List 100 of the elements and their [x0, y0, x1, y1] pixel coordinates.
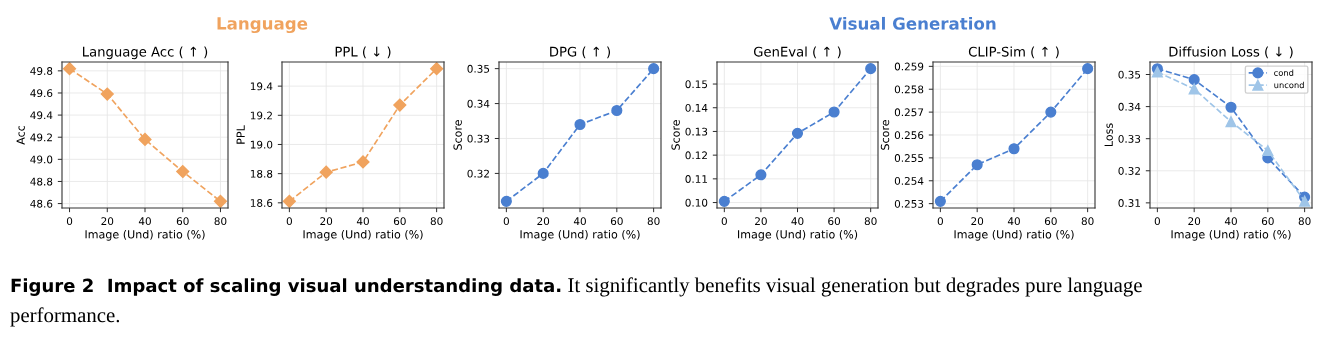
x-tick-label: 80	[864, 217, 877, 226]
point	[648, 63, 660, 75]
y-tick-label: 0.256	[894, 131, 924, 140]
y-tick-label: 0.259	[894, 62, 924, 71]
y-tick-label: 0.253	[894, 199, 924, 208]
caption: Figure 2 Impact of scaling visual understanding data.	[11, 278, 561, 296]
x-tick-label: 40	[356, 217, 369, 226]
x-tick-label: 80	[1081, 217, 1094, 226]
point	[282, 194, 296, 208]
y-tick-label: 18.8	[250, 169, 273, 178]
point	[393, 98, 407, 112]
point	[537, 167, 549, 179]
x-axis-title: Image (Und) ratio (%)	[85, 229, 205, 241]
point	[1188, 83, 1200, 95]
y-tick-label: 0.34	[467, 99, 490, 108]
text: It significantly benefits visual generation but degrades pure language	[568, 277, 1142, 297]
x-tick-label: 0	[286, 217, 292, 226]
point	[176, 164, 190, 179]
point	[138, 132, 152, 147]
y-tick-label: 19.0	[250, 140, 273, 149]
x-tick-label: 20	[320, 217, 333, 226]
x-tick-label: 40	[791, 217, 804, 226]
x-tick-label: 80	[214, 217, 227, 226]
x-tick-label: 60	[1261, 217, 1274, 226]
x-tick-label: 20	[1188, 217, 1201, 226]
text: performance.	[10, 307, 120, 327]
x-tick-label: 40	[1224, 217, 1237, 226]
x-axis-title: Image (Und) ratio (%)	[954, 229, 1074, 241]
y-tick-label: 0.34	[1118, 102, 1141, 111]
chart-title: PPL ( ↓ )	[335, 46, 391, 59]
x-tick-label: 60	[828, 217, 841, 226]
x-tick-label: 40	[1007, 217, 1020, 226]
x-axis-title: Image (Und) ratio (%)	[1171, 229, 1291, 241]
x-tick-label: 80	[647, 217, 660, 226]
point	[1225, 116, 1237, 128]
point	[62, 62, 77, 76]
x-tick-label: 0	[66, 217, 73, 226]
point	[718, 195, 730, 207]
y-tick-label: 19.2	[250, 111, 272, 120]
y-tick-label: 0.11	[685, 175, 708, 183]
y-axis-title: Score	[880, 120, 890, 150]
x-tick-label: 20	[537, 217, 550, 226]
point	[1188, 74, 1200, 86]
chart-title: DPG ( ↑ )	[550, 46, 610, 59]
y-axis-title: Score	[453, 120, 462, 150]
y-tick-label: 48.6	[30, 199, 53, 208]
y-tick-label: 0.31	[1118, 199, 1141, 207]
point	[971, 159, 983, 171]
x-tick-label: 0	[1154, 217, 1160, 226]
point	[611, 104, 623, 117]
y-tick-label: 0.32	[467, 169, 489, 178]
x-tick-label: 40	[573, 217, 586, 226]
x-tick-label: 20	[755, 217, 767, 226]
y-axis-title: Score	[671, 120, 680, 150]
y-tick-label: 0.258	[894, 85, 924, 94]
y-tick-label: 49.2	[30, 133, 52, 142]
y-tick-label: 49.0	[30, 155, 53, 164]
x-tick-label: 60	[176, 217, 189, 226]
x-axis-title: Image (Und) ratio (%)	[738, 229, 858, 241]
x-tick-label: 20	[101, 217, 114, 226]
y-tick-label: 0.32	[1118, 167, 1140, 175]
point	[213, 194, 228, 208]
y-tick-label: 19.4	[250, 82, 273, 91]
y-tick-label: 0.255	[894, 154, 924, 162]
y-axis-title: Loss	[1104, 123, 1113, 147]
point	[1045, 106, 1057, 118]
point	[1262, 145, 1274, 157]
x-tick-label: 0	[503, 217, 509, 226]
y-tick-label: 0.35	[467, 64, 490, 73]
chart-title: Language Acc ( ↑ )	[83, 46, 208, 60]
x-tick-label: 60	[393, 217, 406, 226]
point	[755, 169, 767, 181]
x-tick-label: 0	[721, 217, 727, 226]
point	[1082, 63, 1094, 75]
legend-label: cond	[1274, 69, 1294, 76]
y-tick-label: 48.8	[30, 177, 53, 186]
legend-label: uncond	[1274, 81, 1304, 89]
y-tick-label: 49.8	[30, 67, 53, 75]
point	[356, 155, 370, 169]
x-tick-label: 20	[971, 217, 984, 226]
y-tick-label: 0.14	[685, 103, 708, 112]
point	[574, 118, 586, 131]
x-tick-label: 60	[610, 217, 623, 226]
y-tick-label: 18.6	[250, 199, 273, 207]
point	[865, 63, 877, 75]
text: Language	[217, 17, 308, 34]
text: Visual Generation	[829, 16, 996, 30]
y-tick-label: 0.15	[685, 80, 708, 89]
x-axis-title: Image (Und) ratio (%)	[303, 229, 423, 241]
x-axis-title: Image (Und) ratio (%)	[520, 229, 640, 241]
point	[319, 165, 333, 179]
y-axis-title: PPL	[236, 125, 245, 144]
point	[1008, 143, 1020, 155]
point	[1225, 101, 1237, 113]
x-tick-label: 80	[1298, 217, 1311, 226]
point	[828, 106, 840, 118]
point	[934, 195, 946, 207]
chart-title: Diffusion Loss ( ↓ )	[1169, 46, 1293, 59]
point	[791, 127, 804, 139]
x-tick-label: 80	[430, 217, 443, 226]
